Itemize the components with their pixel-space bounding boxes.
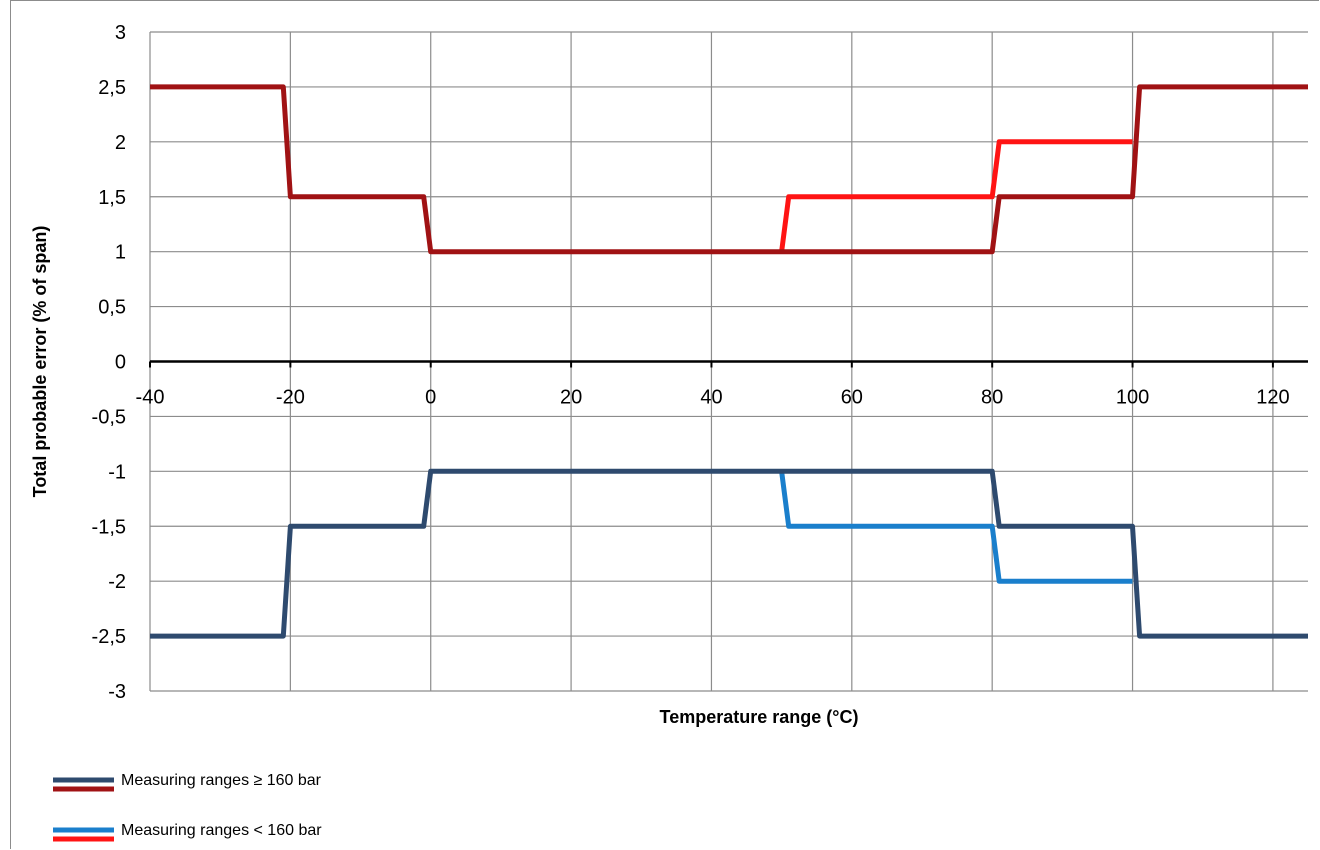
x-tick-label: 80 xyxy=(981,387,1003,409)
y-axis-label: Total probable error (% of span) xyxy=(30,226,50,498)
legend-label: Measuring ranges ≥ 160 bar xyxy=(121,772,322,789)
x-tick-label: 20 xyxy=(560,387,582,409)
y-tick-label: -1 xyxy=(108,461,126,483)
legend: Measuring ranges ≥ 160 bar Measuring rang… xyxy=(53,772,322,842)
y-tick-label: 2,5 xyxy=(98,77,126,99)
y-tick-label: 0,5 xyxy=(98,297,126,319)
series-lines xyxy=(150,84,1308,639)
x-tick-label: -40 xyxy=(136,387,165,409)
x-tick-label: 120 xyxy=(1256,387,1289,409)
y-tick-label: 2 xyxy=(115,132,126,154)
x-axis-label: Temperature range (°C) xyxy=(660,707,859,727)
y-tick-label: 1 xyxy=(115,242,126,264)
series-line xyxy=(150,468,1308,639)
series-line xyxy=(779,139,1133,253)
x-tick-label: 40 xyxy=(700,387,722,409)
x-tick-label: 100 xyxy=(1116,387,1149,409)
x-tick-label: -20 xyxy=(276,387,305,409)
x-tick-label: 0 xyxy=(425,387,436,409)
y-tick-label: -2 xyxy=(108,571,126,593)
y-tick-label: -0,5 xyxy=(92,406,126,428)
x-tick-labels: -40 -20 0 20 40 60 80 100 120 xyxy=(136,387,1290,409)
x-tick-label: 60 xyxy=(841,387,863,409)
series-line xyxy=(779,470,1133,584)
series-line xyxy=(150,84,1308,255)
y-tick-label: 3 xyxy=(115,22,126,44)
y-tick-label: -1,5 xyxy=(92,516,126,538)
y-tick-label: 1,5 xyxy=(98,187,126,209)
x-axis-line xyxy=(149,360,1308,368)
y-tick-labels: 3 2,5 2 1,5 1 0,5 0 -0,5 -1 -1,5 -2 -2,5 -3 xyxy=(92,22,126,703)
y-tick-label: -2,5 xyxy=(92,626,126,648)
y-tick-label: 0 xyxy=(115,352,126,374)
legend-label: Measuring ranges < 160 bar xyxy=(121,822,322,839)
chart-frame xyxy=(10,0,1319,849)
y-tick-label: -3 xyxy=(108,681,126,703)
